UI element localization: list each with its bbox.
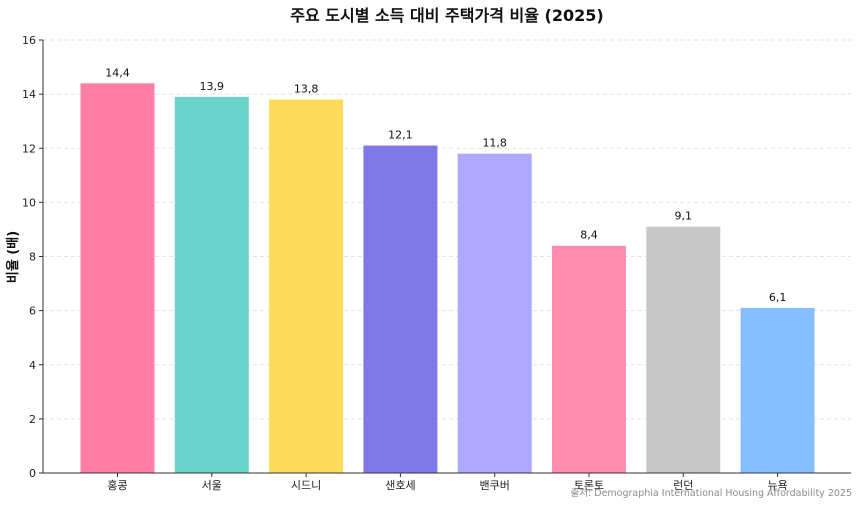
bar xyxy=(80,83,155,474)
x-tick-label: 뉴욕 xyxy=(767,479,787,492)
y-tick-label: 2 xyxy=(29,413,36,426)
bar-value-label: 9,1 xyxy=(675,210,693,223)
bar-value-label: 8,4 xyxy=(580,229,598,242)
y-tick-label: 14 xyxy=(22,88,36,101)
y-tick-label: 6 xyxy=(29,305,36,318)
bars: 14,4 13,9 13,8 12,1 11,8 8,4 9,1 6,1 xyxy=(80,66,815,474)
y-tick-label: 4 xyxy=(29,359,36,372)
y-tick-label: 10 xyxy=(22,196,36,209)
x-tick-label: 토론토 xyxy=(574,479,604,492)
bar-value-label: 12,1 xyxy=(388,129,413,142)
y-tick-label: 12 xyxy=(22,142,36,155)
axes: 0 2 4 6 8 10 12 14 16 홍콩 서울 시드니 샌호세 밴쿠버 토론토 런던 뉴욕 xyxy=(22,34,851,492)
y-tick-label: 0 xyxy=(29,467,36,480)
source-note: 출처: Demographia International Housing Af… xyxy=(571,487,852,499)
bar-value-label: 6,1 xyxy=(769,291,787,304)
bar xyxy=(269,99,344,473)
y-tick-label: 16 xyxy=(22,34,36,47)
chart-title: 주요 도시별 소득 대비 주택가격 비율 (2025) xyxy=(290,6,603,25)
bar xyxy=(174,96,249,474)
bar-value-label: 13,8 xyxy=(294,83,319,96)
x-tick-label: 서울 xyxy=(202,479,222,492)
y-tick-label: 8 xyxy=(29,251,36,264)
bar xyxy=(552,245,626,473)
x-tick-label: 런던 xyxy=(673,479,693,492)
x-tick-label: 밴쿠버 xyxy=(480,479,510,492)
bar xyxy=(363,145,438,473)
y-axis-label: 비율 (배) xyxy=(5,231,21,283)
bar-value-label: 13,9 xyxy=(200,80,225,93)
x-tick-label: 샌호세 xyxy=(385,479,415,492)
bar xyxy=(457,153,532,473)
grid xyxy=(43,39,851,420)
bar-value-label: 14,4 xyxy=(105,66,130,79)
x-tick-label: 시드니 xyxy=(291,479,321,492)
bar xyxy=(646,226,721,473)
bar xyxy=(740,307,815,473)
x-tick-label: 홍콩 xyxy=(107,478,127,492)
bar-value-label: 11,8 xyxy=(482,137,507,150)
